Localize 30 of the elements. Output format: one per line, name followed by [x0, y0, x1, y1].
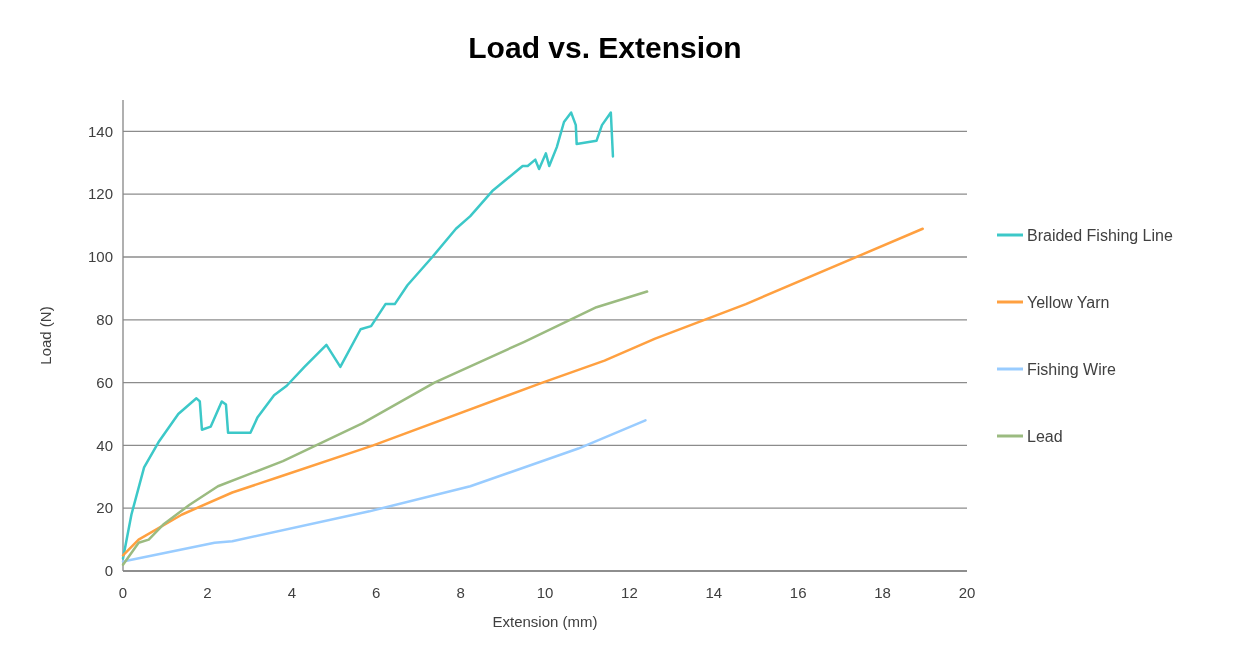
legend-label: Yellow Yarn — [1027, 293, 1110, 311]
x-tick-label: 10 — [536, 584, 554, 601]
line-series — [121, 290, 649, 566]
x-tick-label: 12 — [621, 584, 638, 601]
chart-title: Load vs. Extension — [468, 31, 742, 64]
x-tick-label: 16 — [789, 584, 807, 601]
y-axis-title: Load (N) — [37, 306, 54, 365]
x-tick-label: 4 — [287, 584, 296, 601]
y-tick-label: 120 — [87, 185, 113, 203]
x-tick-label: 18 — [874, 584, 891, 601]
x-tick-label: 2 — [203, 584, 212, 601]
y-tick-label: 80 — [96, 311, 113, 329]
line-series — [121, 227, 924, 557]
x-axis-title: Extension (mm) — [492, 613, 598, 630]
legend-label: Braided Fishing Line — [1027, 226, 1173, 244]
line-series — [121, 419, 647, 563]
y-tick-label: 100 — [87, 248, 113, 266]
y-tick-label: 60 — [96, 373, 113, 391]
y-tick-label: 0 — [104, 562, 113, 580]
x-tick-label: 6 — [372, 584, 381, 601]
y-tick-label: 40 — [96, 436, 113, 454]
y-tick-label: 20 — [96, 499, 113, 517]
legend-label: Lead — [1027, 427, 1063, 445]
x-tick-label: 14 — [705, 584, 723, 601]
x-tick-label: 8 — [456, 584, 465, 601]
x-tick-label: 0 — [118, 584, 128, 601]
line-series — [121, 111, 615, 560]
y-tick-label: 140 — [87, 122, 113, 140]
legend-label: Fishing Wire — [1027, 360, 1117, 378]
x-tick-label: 20 — [958, 584, 976, 601]
